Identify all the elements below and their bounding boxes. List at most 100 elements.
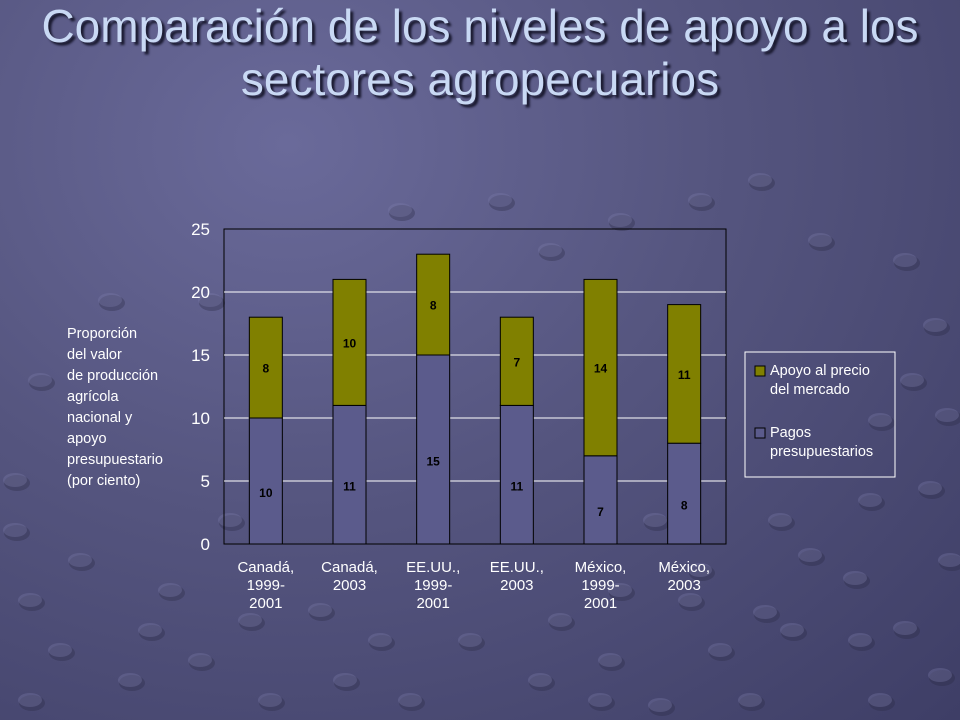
bg-dot	[608, 583, 632, 597]
bg-dot-shadow	[49, 645, 75, 661]
bg-dot-shadow	[459, 635, 485, 651]
bg-dot-shadow	[609, 215, 635, 231]
bg-dot	[388, 203, 412, 217]
bg-dot	[935, 408, 959, 422]
bg-dot	[868, 413, 892, 427]
data-label: 11	[510, 480, 523, 494]
bg-dot	[548, 613, 572, 627]
bg-dot-shadow	[334, 675, 360, 691]
bg-dot	[768, 513, 792, 527]
x-category-label: México, 1999-2001	[575, 559, 627, 612]
bg-dot	[3, 473, 27, 487]
bg-dot	[708, 643, 732, 657]
bg-dot	[488, 193, 512, 207]
bg-dot-shadow	[489, 195, 515, 211]
bg-dot	[738, 693, 762, 707]
bg-dot-shadow	[844, 573, 870, 589]
bg-dot-shadow	[754, 607, 780, 623]
bar-segment	[416, 253, 451, 356]
bg-dot	[688, 563, 712, 577]
bg-dot	[48, 643, 72, 657]
bg-dot	[368, 633, 392, 647]
x-category-label: Canadá, 2003	[321, 559, 378, 594]
bg-dot-shadow	[399, 695, 425, 711]
legend-label: Apoyo al precio del mercado	[770, 363, 870, 398]
data-label: 7	[597, 505, 604, 519]
y-tick-label: 20	[191, 283, 210, 302]
bg-dot	[868, 693, 892, 707]
x-category-label: Canadá, 1999-2001	[237, 559, 294, 612]
data-label: 11	[678, 368, 691, 382]
bg-dot-shadow	[219, 515, 245, 531]
bg-dot-shadow	[529, 675, 555, 691]
y-tick-label: 15	[191, 346, 210, 365]
bg-dot-shadow	[159, 585, 185, 601]
bg-dot	[528, 673, 552, 687]
x-category-label: EE.UU., 1999-2001	[406, 559, 460, 612]
y-tick-label: 5	[201, 472, 210, 491]
bg-dot	[98, 293, 122, 307]
bg-dot	[258, 693, 282, 707]
bg-dot-shadow	[781, 625, 807, 641]
bg-dot	[608, 213, 632, 227]
bg-dot	[928, 668, 952, 682]
bg-dot-shadow	[69, 555, 95, 571]
bg-dot	[938, 553, 960, 567]
bg-dot	[238, 613, 262, 627]
bg-dot-shadow	[99, 295, 125, 311]
bg-dot-shadow	[869, 415, 895, 431]
bg-dot-shadow	[809, 235, 835, 251]
data-label: 10	[259, 486, 273, 500]
bg-dot-shadow	[939, 555, 960, 571]
bg-dot	[333, 673, 357, 687]
x-category-label: EE.UU., 2003	[490, 559, 544, 594]
bar-segment	[499, 404, 534, 545]
legend-label: Pagos presupuestarios	[770, 425, 873, 460]
bar-segment	[499, 316, 534, 406]
bg-dot-shadow	[769, 515, 795, 531]
bg-dot	[188, 653, 212, 667]
bg-dot-shadow	[4, 525, 30, 541]
bg-dot-shadow	[4, 475, 30, 491]
bg-dot-shadow	[799, 550, 825, 566]
bg-dot	[18, 593, 42, 607]
bg-dot	[198, 293, 222, 307]
bg-dot-shadow	[259, 695, 285, 711]
data-label: 8	[262, 362, 269, 376]
bg-dot	[68, 553, 92, 567]
bg-dot	[900, 373, 924, 387]
bg-dot	[158, 583, 182, 597]
bg-dot	[918, 481, 942, 495]
data-label: 7	[513, 355, 520, 369]
bg-dot-shadow	[859, 495, 885, 511]
bar-segment	[583, 278, 618, 457]
bar-segment	[667, 442, 702, 545]
bg-dot-shadow	[389, 205, 415, 221]
bg-dot	[808, 233, 832, 247]
bg-dot-shadow	[539, 245, 565, 261]
bg-dot-shadow	[749, 175, 775, 191]
legend-swatch	[754, 427, 766, 439]
bg-dot-shadow	[679, 595, 705, 611]
data-label: 14	[594, 362, 608, 376]
bg-dot-shadow	[239, 615, 265, 631]
bg-dot	[688, 193, 712, 207]
bg-dot	[678, 593, 702, 607]
legend-box	[744, 351, 896, 478]
bar-segment	[248, 316, 283, 419]
plot-area	[223, 228, 727, 545]
bg-dot-shadow	[189, 655, 215, 671]
bg-dot-shadow	[644, 515, 670, 531]
bg-dot	[538, 243, 562, 257]
bg-dot	[923, 318, 947, 332]
bg-dot-shadow	[369, 635, 395, 651]
y-axis-label: Proporción del valor de producción agrícola…	[67, 326, 163, 489]
bg-dot	[858, 493, 882, 507]
bg-dot	[28, 373, 52, 387]
bg-dot-shadow	[739, 695, 765, 711]
bg-dot-shadow	[689, 565, 715, 581]
bg-dot-shadow	[599, 655, 625, 671]
bg-dot	[843, 571, 867, 585]
